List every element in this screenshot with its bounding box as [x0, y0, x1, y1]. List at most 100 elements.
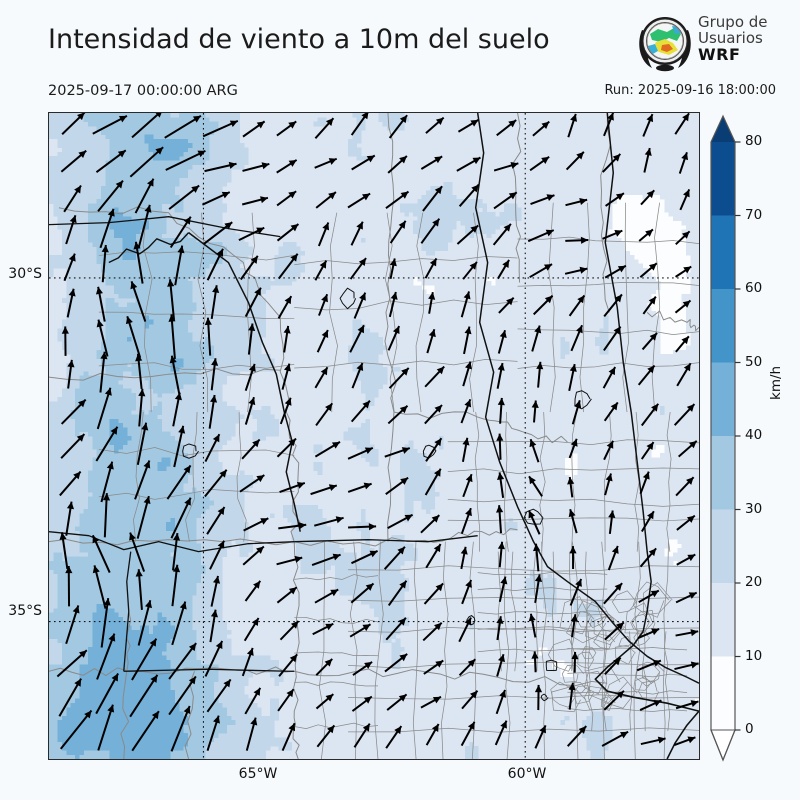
wind-arrow	[674, 299, 692, 314]
wind-arrow	[60, 433, 86, 459]
wind-arrow	[602, 153, 622, 173]
wind-arrow	[279, 481, 306, 493]
wind-arrow	[497, 397, 505, 424]
department-border	[294, 299, 518, 311]
wind-arrow	[353, 292, 367, 319]
wind-arrow	[204, 640, 224, 677]
wind-arrow	[59, 709, 93, 750]
border-thick-nw	[108, 232, 190, 264]
wind-arrow	[603, 293, 623, 317]
department-border	[586, 601, 610, 628]
wind-arrow	[318, 293, 329, 316]
wind-arrow	[125, 315, 142, 359]
wind-arrow	[210, 285, 220, 320]
wind-arrow	[643, 147, 652, 173]
department-border	[584, 670, 605, 695]
wind-arrow	[352, 661, 373, 676]
wind-arrow	[241, 438, 261, 460]
wind-arrow	[604, 264, 627, 279]
department-border	[548, 638, 579, 672]
wind-arrow	[131, 710, 160, 752]
wind-arrow	[65, 565, 73, 607]
wind-arrow	[168, 675, 197, 716]
wind-arrow	[281, 363, 291, 390]
wind-arrow	[172, 532, 181, 571]
department-border	[412, 541, 419, 759]
page-title: Intensidad de viento a 10m del suelo	[48, 24, 550, 55]
wind-arrow	[422, 622, 443, 642]
wind-arrow	[100, 597, 111, 648]
colorbar-band-10	[711, 583, 735, 657]
logo-line-3: WRF	[698, 45, 741, 65]
wind-arrow	[61, 326, 69, 356]
wind-arrow	[167, 279, 176, 321]
wind-arrow	[568, 363, 577, 392]
wind-arrow	[276, 223, 300, 242]
wind-arrow	[56, 649, 88, 678]
wind-arrow	[65, 214, 77, 245]
wind-arrow	[534, 684, 543, 711]
map-canvas[interactable]	[48, 112, 700, 760]
wind-arrow	[386, 693, 408, 711]
lake-outline	[523, 508, 544, 525]
colorbar-tick-label-30: 30	[745, 500, 763, 517]
department-border	[548, 202, 556, 413]
wind-arrow	[315, 658, 333, 676]
wind-arrow	[63, 184, 82, 213]
wind-arrow	[426, 328, 436, 354]
wind-arrow	[134, 460, 151, 500]
department-border	[348, 727, 699, 733]
wind-arrow	[463, 326, 472, 355]
wind-arrow	[529, 155, 550, 172]
wind-arrow	[387, 513, 414, 529]
wind-arrow	[567, 113, 577, 138]
department-border	[569, 551, 573, 672]
department-border	[579, 202, 590, 413]
wind-arrow	[497, 259, 510, 280]
lat-tick-label-1: 35°S	[8, 603, 42, 619]
department-border	[185, 412, 198, 542]
wind-arrow	[349, 257, 367, 280]
wind-arrow	[244, 687, 262, 715]
wind-arrow	[640, 441, 655, 460]
wind-arrow	[168, 642, 197, 680]
colorbar-axis	[735, 141, 741, 731]
wind-arrow	[243, 517, 269, 532]
colorbar-band-60	[711, 215, 735, 289]
wind-arrow	[314, 516, 344, 527]
wind-arrow	[314, 117, 335, 139]
wind-arrow	[350, 582, 375, 604]
wind-arrow	[317, 222, 330, 247]
department-border	[497, 551, 502, 672]
department-border	[631, 610, 656, 637]
province-border	[511, 113, 522, 283]
province-border	[393, 411, 568, 444]
wind-arrow	[532, 120, 550, 137]
wind-arrow	[239, 255, 259, 281]
wind-arrow	[97, 704, 115, 751]
map-svg	[49, 113, 699, 759]
wind-arrow	[565, 198, 588, 207]
colorbar[interactable]	[700, 108, 800, 768]
lat-tick-label-0: 30°S	[8, 266, 42, 282]
wind-arrow	[244, 580, 262, 602]
wind-arrow	[494, 720, 508, 746]
wind-arrow	[638, 589, 660, 604]
wind-arrow	[530, 194, 555, 205]
wind-arrow	[206, 506, 226, 535]
wind-arrow	[497, 329, 507, 354]
wind-arrow	[604, 657, 622, 676]
wind-arrow	[241, 647, 254, 677]
wind-arrow	[314, 260, 328, 281]
wind-arrow	[639, 262, 658, 278]
wind-arrow	[315, 191, 337, 209]
wind-arrow	[457, 119, 479, 133]
wind-arrow	[59, 470, 82, 497]
lake-outline	[422, 444, 437, 459]
wind-arrow	[425, 723, 440, 746]
wind-arrow	[61, 113, 86, 135]
wind-arrow	[492, 223, 512, 246]
lake-outline	[182, 443, 199, 459]
wind-arrow	[101, 244, 109, 283]
